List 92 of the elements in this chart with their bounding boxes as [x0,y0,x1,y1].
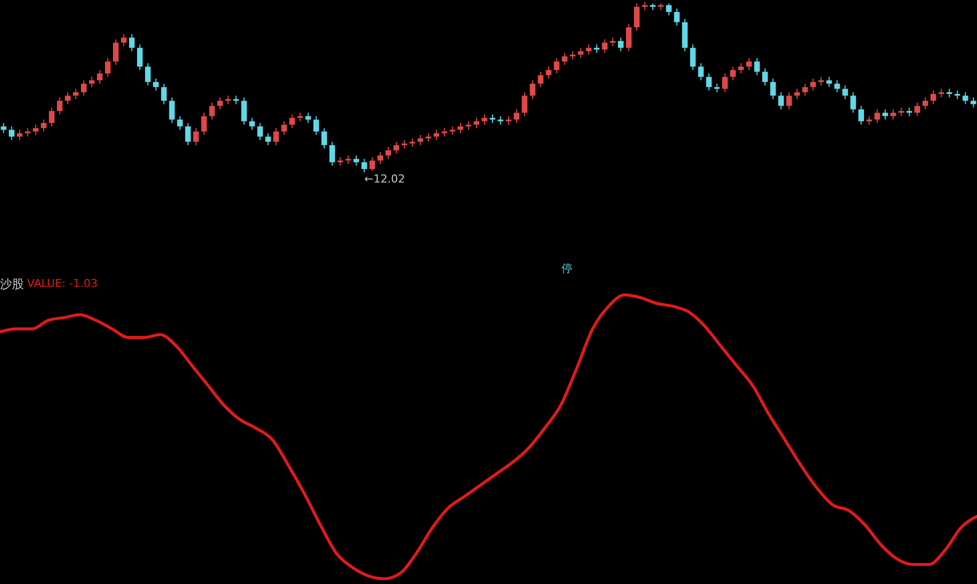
candlestick [185,122,191,146]
candlestick [361,158,368,174]
candlestick [802,83,808,96]
candlestick [962,92,968,105]
candlestick [257,122,263,141]
candlestick [698,62,704,81]
candlestick [434,129,440,141]
candlestick [746,58,752,71]
candlestick [546,66,552,80]
candlestick [474,117,480,129]
candlestick [56,96,63,115]
candlestick [482,114,488,126]
candlestick [554,58,560,74]
candlestick [722,72,728,93]
candlestick [626,23,632,52]
candlestick [770,78,776,100]
candlestick [8,126,14,141]
candlestick [16,129,22,141]
candlestick [321,128,327,150]
candlestick [562,52,568,66]
candlestick [850,92,856,114]
candlestick [674,8,680,26]
candlestick [145,62,151,86]
candlestick [201,112,207,136]
candlestick [762,68,768,86]
candlestick [32,124,38,136]
candlestick [177,116,183,130]
candlestick [538,71,544,88]
candlestick [96,70,103,84]
candlestick [129,34,135,52]
candlestick [313,116,319,136]
candlestick [842,84,848,100]
candlestick [618,37,624,52]
candlestick [890,108,896,120]
candlestick [353,154,360,166]
candlestick [48,107,54,127]
candlestick [329,141,336,166]
candlestick [786,92,792,110]
candlestick [530,80,536,100]
candlestick [217,96,223,110]
candlestick [273,128,279,146]
candlestick [193,128,199,146]
candlestick [794,88,800,100]
candlestick [666,2,672,16]
chart-title: 沙股 [0,277,24,291]
candlestick [810,78,816,92]
candlestick [281,120,287,136]
candlestick [121,34,127,47]
candlestick [80,80,87,96]
candlestick [602,38,608,54]
candlestick [113,38,119,66]
candlestick [305,112,311,124]
candlestick [209,102,215,120]
candlestick [137,44,143,71]
candlestick [778,92,784,110]
candlestick [72,88,79,100]
candlestick [104,58,111,78]
candlestick [882,108,888,120]
candlestick [730,66,736,81]
candlestick [153,78,159,92]
candlestick [394,141,400,154]
candlestick [578,47,584,59]
candlestick [930,90,936,105]
candlestick [738,62,744,74]
candlestick [522,92,528,117]
candlestick [706,72,712,92]
candlestick [289,114,295,129]
candlestick [514,108,520,124]
chart-subtitle: VALUE: -1.03 [27,277,98,290]
candlestick [265,132,271,146]
candlestick [40,119,46,132]
candlestick [690,44,696,71]
candlestick [369,156,376,172]
candlestick [377,152,384,164]
candlestick [834,80,840,93]
candlestick [858,105,864,126]
candlestick [418,134,424,146]
text: 停 [562,262,572,275]
candlestick [922,96,928,110]
candlestick [249,117,255,130]
candlestick [161,83,167,105]
candlestick [914,102,920,117]
candlestick [169,96,175,124]
candlestick [241,96,247,126]
candlestick [386,146,392,160]
annotation: ←12.02 [364,172,405,186]
candlestick [64,92,71,105]
candlestick [458,122,464,134]
candlestick [634,2,640,32]
candlestick [754,58,760,76]
candlestick [0,122,6,134]
candlestick [874,108,880,124]
